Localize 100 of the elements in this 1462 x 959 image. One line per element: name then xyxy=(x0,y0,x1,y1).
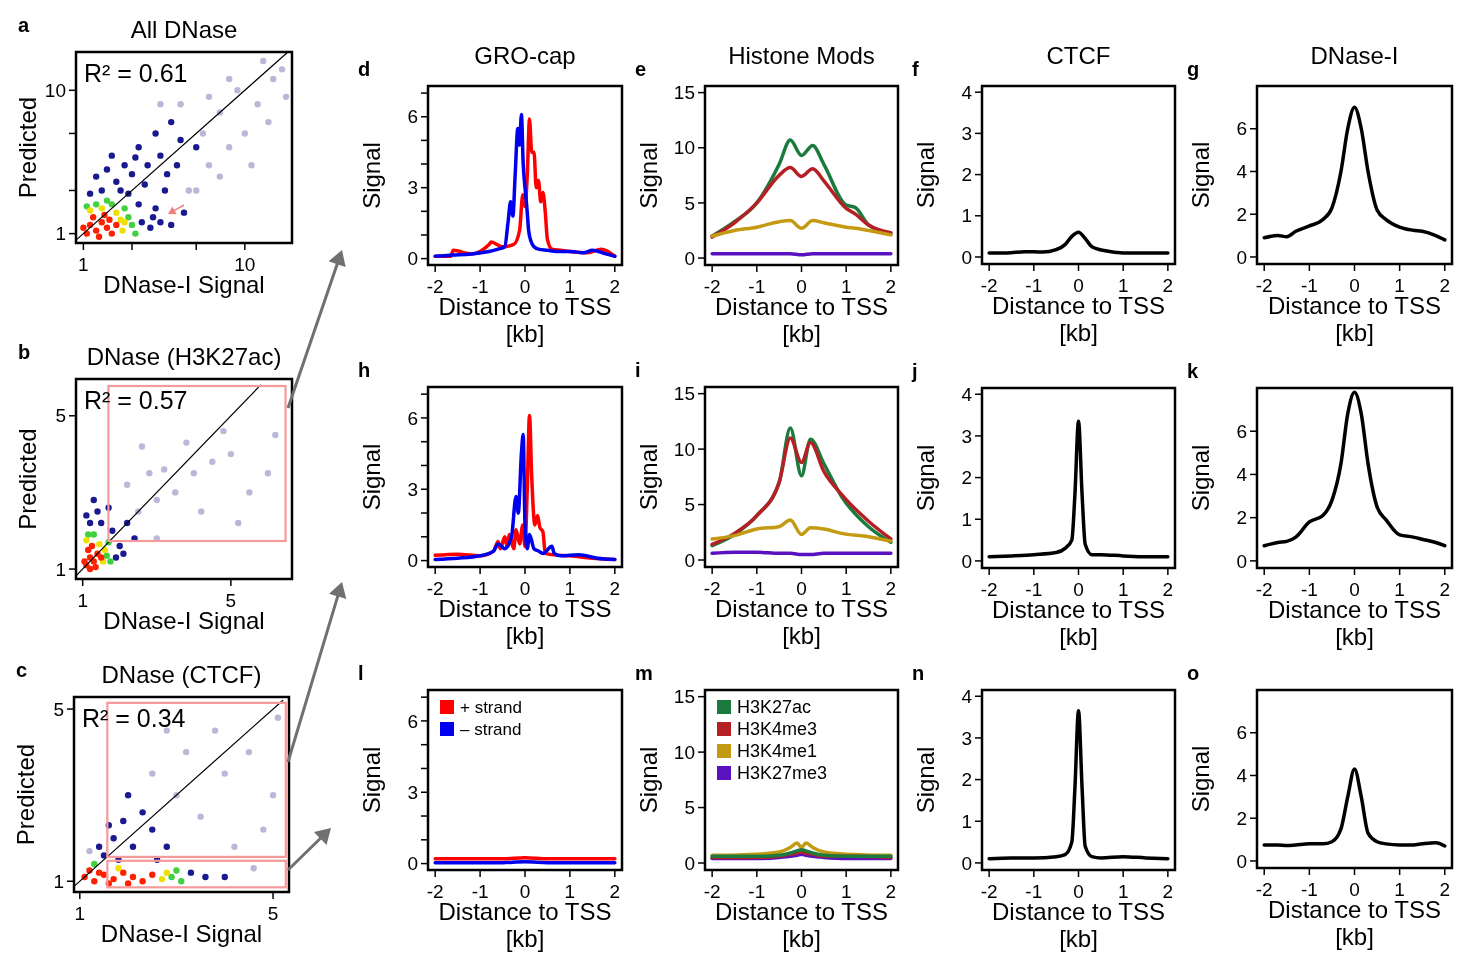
y-tick-label: 1 xyxy=(55,223,66,245)
y-tick-label: 1 xyxy=(961,810,972,832)
text: d xyxy=(358,58,371,80)
y-tick-label: 5 xyxy=(53,698,64,720)
y-axis-title: Predicted xyxy=(14,428,41,530)
y-tick-label: 2 xyxy=(961,769,972,791)
x-tick-label: 2 xyxy=(1439,579,1451,600)
x-tick-label: 2 xyxy=(885,578,897,599)
y-tick-label: 4 xyxy=(961,81,973,103)
y-tick-label: 3 xyxy=(961,727,972,749)
y-tick-label: 4 xyxy=(961,383,973,405)
y-tick-label: 1 xyxy=(961,205,972,227)
y-axis-title: Signal xyxy=(358,746,385,814)
text: g xyxy=(1187,58,1200,80)
y-axis-title: Signal xyxy=(912,444,939,512)
text: o xyxy=(1187,662,1200,684)
legend-label: H3K27me3 xyxy=(737,763,828,784)
annotation: R² = 0.57 xyxy=(84,386,188,414)
legend-label: H3K4me3 xyxy=(737,719,818,740)
x-tick-label: 2 xyxy=(1162,275,1174,296)
text: l xyxy=(358,662,364,684)
chart-title: GRO-cap xyxy=(474,42,576,69)
y-tick-label: 2 xyxy=(961,467,972,489)
y-tick-label: 10 xyxy=(673,438,695,460)
y-tick-label: 3 xyxy=(407,478,418,500)
x-tick-label: 2 xyxy=(609,578,621,599)
chart-title: DNase (H3K27ac) xyxy=(86,343,282,370)
text: j xyxy=(911,360,918,382)
text: k xyxy=(1187,360,1199,382)
y-tick-label: 2 xyxy=(961,164,972,186)
y-axis-title: Signal xyxy=(635,443,662,511)
x-tick-label: 2 xyxy=(885,881,897,902)
y-tick-label: 15 xyxy=(673,383,695,405)
x-axis-title: DNase-I Signal xyxy=(103,271,265,298)
legend-label: – strand xyxy=(460,719,522,739)
y-tick-label: 5 xyxy=(684,192,695,214)
y-tick-label: 4 xyxy=(961,685,973,707)
y-tick-label: 4 xyxy=(1236,765,1248,787)
text: m xyxy=(635,662,653,684)
y-tick-label: 0 xyxy=(1236,850,1247,872)
legend-label: H3K4me1 xyxy=(737,741,818,762)
legend-label: H3K27ac xyxy=(737,697,812,718)
x-tick-label: 2 xyxy=(1162,579,1174,600)
x-tick-label: 2 xyxy=(609,881,621,902)
y-axis-title: Signal xyxy=(1187,444,1214,512)
y-axis-title: Signal xyxy=(912,746,939,814)
x-axis-title: DNase-I Signal xyxy=(100,920,263,947)
y-tick-label: 5 xyxy=(684,494,695,516)
y-axis-title: Predicted xyxy=(14,96,41,199)
chart-title: Histone Mods xyxy=(728,42,875,69)
y-tick-label: 3 xyxy=(961,425,972,447)
x-tick-label: 2 xyxy=(1162,881,1174,902)
y-tick-label: 15 xyxy=(673,686,695,708)
y-axis-title: Signal xyxy=(635,746,662,814)
y-axis-title: Signal xyxy=(1187,745,1214,813)
text: c xyxy=(16,659,28,681)
chart-title: DNase-I xyxy=(1310,42,1399,69)
y-tick-label: 2 xyxy=(1236,507,1247,529)
text: h xyxy=(358,359,371,381)
y-tick-label: 2 xyxy=(1236,203,1247,225)
y-tick-label: 6 xyxy=(407,710,418,732)
y-tick-label: 6 xyxy=(407,407,418,429)
x-tick-label: 2 xyxy=(609,276,621,297)
text: b xyxy=(18,341,31,363)
y-tick-label: 0 xyxy=(684,852,695,874)
text: n xyxy=(912,662,925,684)
text: i xyxy=(635,359,641,381)
y-tick-label: 3 xyxy=(961,123,972,145)
y-axis-title: Predicted xyxy=(12,743,39,846)
x-tick-label: 2 xyxy=(1439,275,1451,296)
y-tick-label: 3 xyxy=(407,781,418,803)
chart-title: All DNase xyxy=(130,16,238,43)
text: a xyxy=(18,14,30,36)
y-tick-label: 0 xyxy=(1236,550,1247,572)
y-axis-title: Signal xyxy=(358,443,385,511)
y-tick-label: 6 xyxy=(1236,722,1247,744)
x-tick-label: 2 xyxy=(885,276,897,297)
y-tick-label: 6 xyxy=(1236,118,1247,140)
x-tick-label: 2 xyxy=(1439,879,1451,900)
y-tick-label: 4 xyxy=(1236,161,1248,183)
x-tick-label: 1 xyxy=(77,590,88,611)
y-tick-label: 3 xyxy=(407,177,418,199)
y-tick-label: 10 xyxy=(673,137,695,159)
y-tick-label: 6 xyxy=(1236,420,1247,442)
y-tick-label: 1 xyxy=(55,558,66,580)
legend-label: + strand xyxy=(460,697,522,717)
y-axis-title: Signal xyxy=(635,142,662,209)
y-tick-label: 15 xyxy=(673,82,695,104)
y-axis-title: Signal xyxy=(1187,141,1214,209)
y-tick-label: 0 xyxy=(684,549,695,571)
chart-title: CTCF xyxy=(1046,42,1111,69)
y-tick-label: 10 xyxy=(44,79,66,101)
y-tick-label: 0 xyxy=(961,852,972,874)
y-axis-title: Signal xyxy=(912,141,939,209)
y-tick-label: 10 xyxy=(673,741,695,763)
y-axis-title: Signal xyxy=(358,142,385,209)
y-tick-label: 0 xyxy=(407,853,418,875)
text: f xyxy=(912,58,919,80)
y-tick-label: 5 xyxy=(55,405,66,427)
y-tick-label: 0 xyxy=(407,550,418,572)
